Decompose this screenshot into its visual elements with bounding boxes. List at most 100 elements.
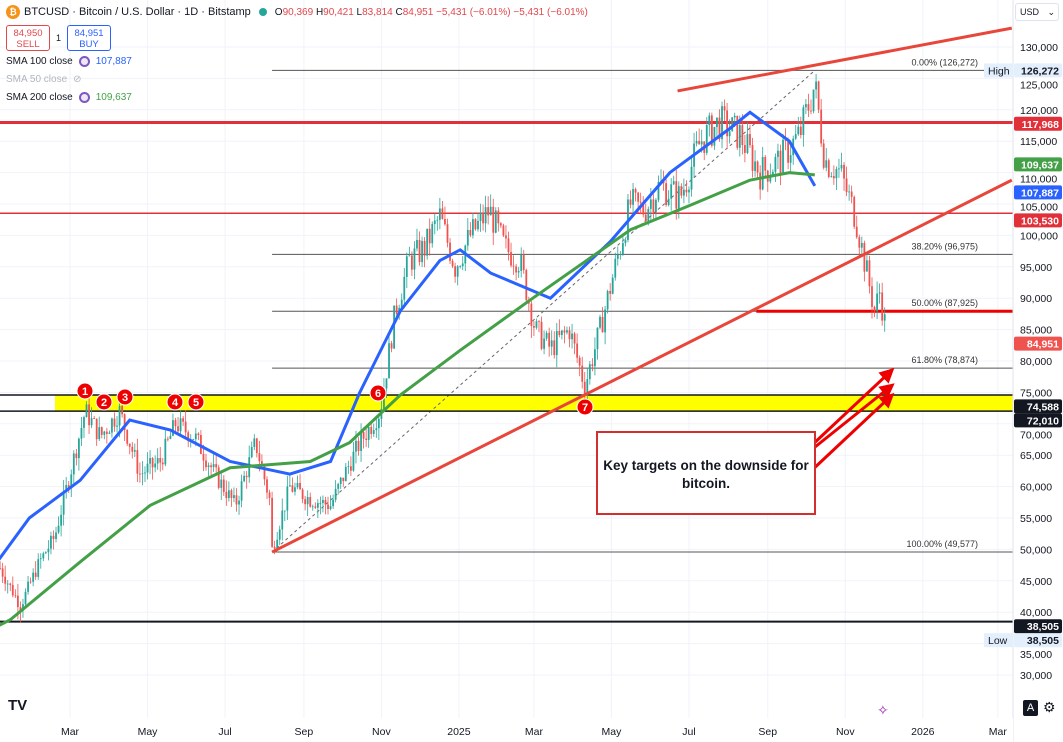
candle xyxy=(588,364,591,380)
price-label: 126,272 xyxy=(1021,65,1059,77)
candle xyxy=(159,458,162,463)
candle xyxy=(825,160,828,168)
candle xyxy=(728,131,731,137)
candle xyxy=(492,206,495,233)
candle xyxy=(754,161,756,171)
candle xyxy=(581,365,584,382)
ohlc-values: O90,369 H90,421 L83,814 C84,951 −5,431 (… xyxy=(274,6,588,18)
auto-scale-button[interactable]: A xyxy=(1023,700,1038,716)
sync-icon xyxy=(78,92,90,103)
indicator-sma50[interactable]: SMA 50 close ⊘ xyxy=(6,74,82,85)
price-label-bg xyxy=(1014,336,1062,351)
candle xyxy=(319,503,322,504)
candle xyxy=(466,230,469,246)
symbol-title[interactable]: BTCUSD · Bitcoin / U.S. Dollar · 1D · Bi… xyxy=(24,6,251,18)
indicator-sma100[interactable]: SMA 100 close 107,887 xyxy=(6,56,132,67)
candle xyxy=(700,141,703,145)
candle xyxy=(133,450,136,452)
candle xyxy=(497,210,500,224)
price-tick: 70,000 xyxy=(1020,429,1052,441)
price-tick: 125,000 xyxy=(1020,79,1058,91)
candle xyxy=(144,472,146,474)
candle xyxy=(184,421,187,433)
candle xyxy=(644,214,647,222)
time-tick: Sep xyxy=(295,726,314,738)
candle xyxy=(611,277,614,294)
candle xyxy=(845,178,848,192)
tradingview-logo[interactable]: TV xyxy=(8,697,28,714)
sell-button[interactable]: 84,950 SELL xyxy=(6,25,50,51)
candle xyxy=(390,343,393,349)
candle xyxy=(215,464,218,468)
candle xyxy=(731,117,734,132)
candle xyxy=(601,316,604,333)
candle xyxy=(177,426,179,432)
price-tick: 110,000 xyxy=(1020,173,1057,185)
trade-buttons: 84,950 SELL 1 84,951 BUY xyxy=(6,25,112,51)
candle xyxy=(621,243,624,255)
candle xyxy=(245,475,248,478)
candle xyxy=(47,548,50,553)
candle xyxy=(708,115,711,126)
candle xyxy=(548,332,551,347)
candle xyxy=(11,584,14,596)
candle xyxy=(42,553,45,559)
indicator-sma200[interactable]: SMA 200 close 109,637 xyxy=(6,92,132,103)
candle xyxy=(456,266,459,277)
candle xyxy=(55,532,57,540)
candle xyxy=(568,330,571,340)
candle xyxy=(543,338,545,349)
annotation-marker-label: 1 xyxy=(82,386,88,398)
candle xyxy=(212,464,215,468)
magic-icon[interactable]: ✧ xyxy=(877,702,889,718)
candle xyxy=(815,81,817,90)
candle xyxy=(794,134,797,139)
candle xyxy=(296,482,299,488)
candle xyxy=(9,583,12,585)
candle xyxy=(843,164,845,179)
price-tick: 45,000 xyxy=(1020,576,1052,588)
candle xyxy=(118,405,121,426)
candle xyxy=(355,440,357,452)
candle xyxy=(866,260,868,272)
candle xyxy=(304,499,307,505)
candle xyxy=(197,433,200,436)
candle xyxy=(499,223,502,226)
candle xyxy=(431,224,434,244)
market-status-icon xyxy=(258,8,267,16)
candle xyxy=(858,237,861,248)
candle xyxy=(675,181,678,209)
hidden-eye-icon[interactable]: ⊘ xyxy=(73,74,82,85)
candle xyxy=(512,265,515,267)
candle xyxy=(6,583,9,585)
candle xyxy=(573,333,576,344)
buy-button[interactable]: 84,951 BUY xyxy=(67,25,112,51)
candle xyxy=(263,466,266,480)
gear-icon[interactable]: ⚙ xyxy=(1043,699,1056,715)
candle xyxy=(779,150,782,174)
candle xyxy=(479,212,482,221)
annotation-marker xyxy=(95,393,113,411)
candle xyxy=(362,432,365,439)
candle xyxy=(721,106,723,140)
sma-line xyxy=(0,110,817,561)
candle xyxy=(827,160,830,177)
candle xyxy=(838,168,840,170)
time-tick: Jul xyxy=(682,726,695,738)
candle xyxy=(337,484,340,489)
candle xyxy=(111,418,113,433)
candle xyxy=(103,431,106,435)
candle xyxy=(273,546,276,549)
currency-select[interactable]: USD ⌄ xyxy=(1015,3,1059,21)
candle xyxy=(738,125,741,148)
candle xyxy=(812,89,815,112)
candle xyxy=(52,535,55,540)
candle xyxy=(136,450,139,474)
candle xyxy=(459,266,462,267)
candle xyxy=(741,125,744,146)
candle xyxy=(281,510,284,530)
candle xyxy=(123,414,126,431)
candle xyxy=(278,529,281,540)
candle xyxy=(614,258,617,278)
